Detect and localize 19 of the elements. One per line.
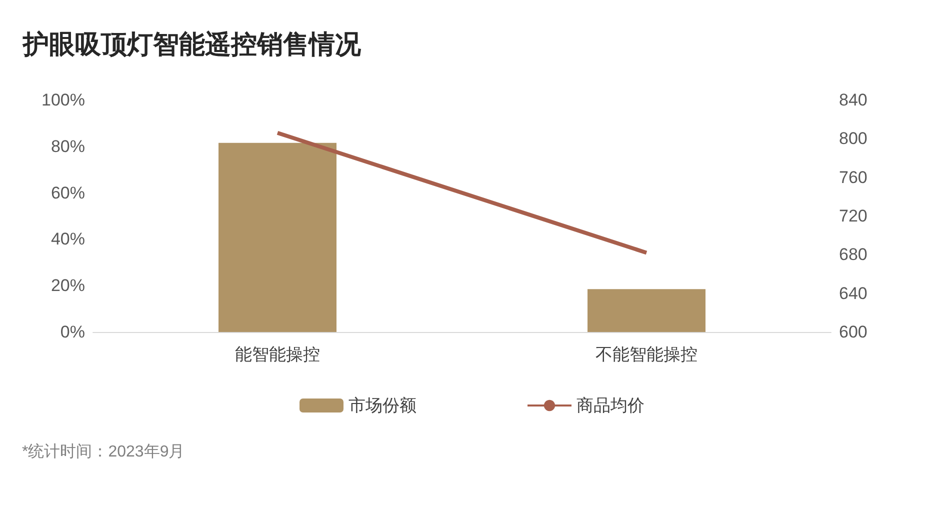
y2-tick-label: 840 bbox=[839, 90, 868, 110]
x-tick-label: 不能智能操控 bbox=[596, 345, 698, 364]
y-tick-label: 60% bbox=[50, 183, 85, 202]
y2-tick-label: 800 bbox=[839, 129, 868, 148]
legend-label: 市场份额 bbox=[348, 396, 416, 415]
y-tick-label: 0% bbox=[60, 322, 85, 342]
x-tick-label: 能智能操控 bbox=[235, 345, 320, 364]
y2-tick-label: 760 bbox=[839, 168, 868, 187]
y-tick-label: 80% bbox=[50, 136, 85, 156]
chart-title: 护眼吸顶灯智能遥控销售情况 bbox=[22, 29, 362, 59]
y2-tick-label: 720 bbox=[839, 206, 868, 226]
y-tick-label: 100% bbox=[42, 90, 85, 110]
legend-label: 商品均价 bbox=[576, 396, 644, 415]
y-tick-label: 40% bbox=[50, 230, 85, 249]
y2-tick-label: 640 bbox=[839, 284, 868, 303]
text: *统计时间：2023年9月 bbox=[22, 442, 185, 460]
y2-tick-label: 680 bbox=[839, 245, 868, 264]
y2-tick-label: 600 bbox=[839, 322, 868, 342]
y-tick-label: 20% bbox=[50, 276, 85, 296]
